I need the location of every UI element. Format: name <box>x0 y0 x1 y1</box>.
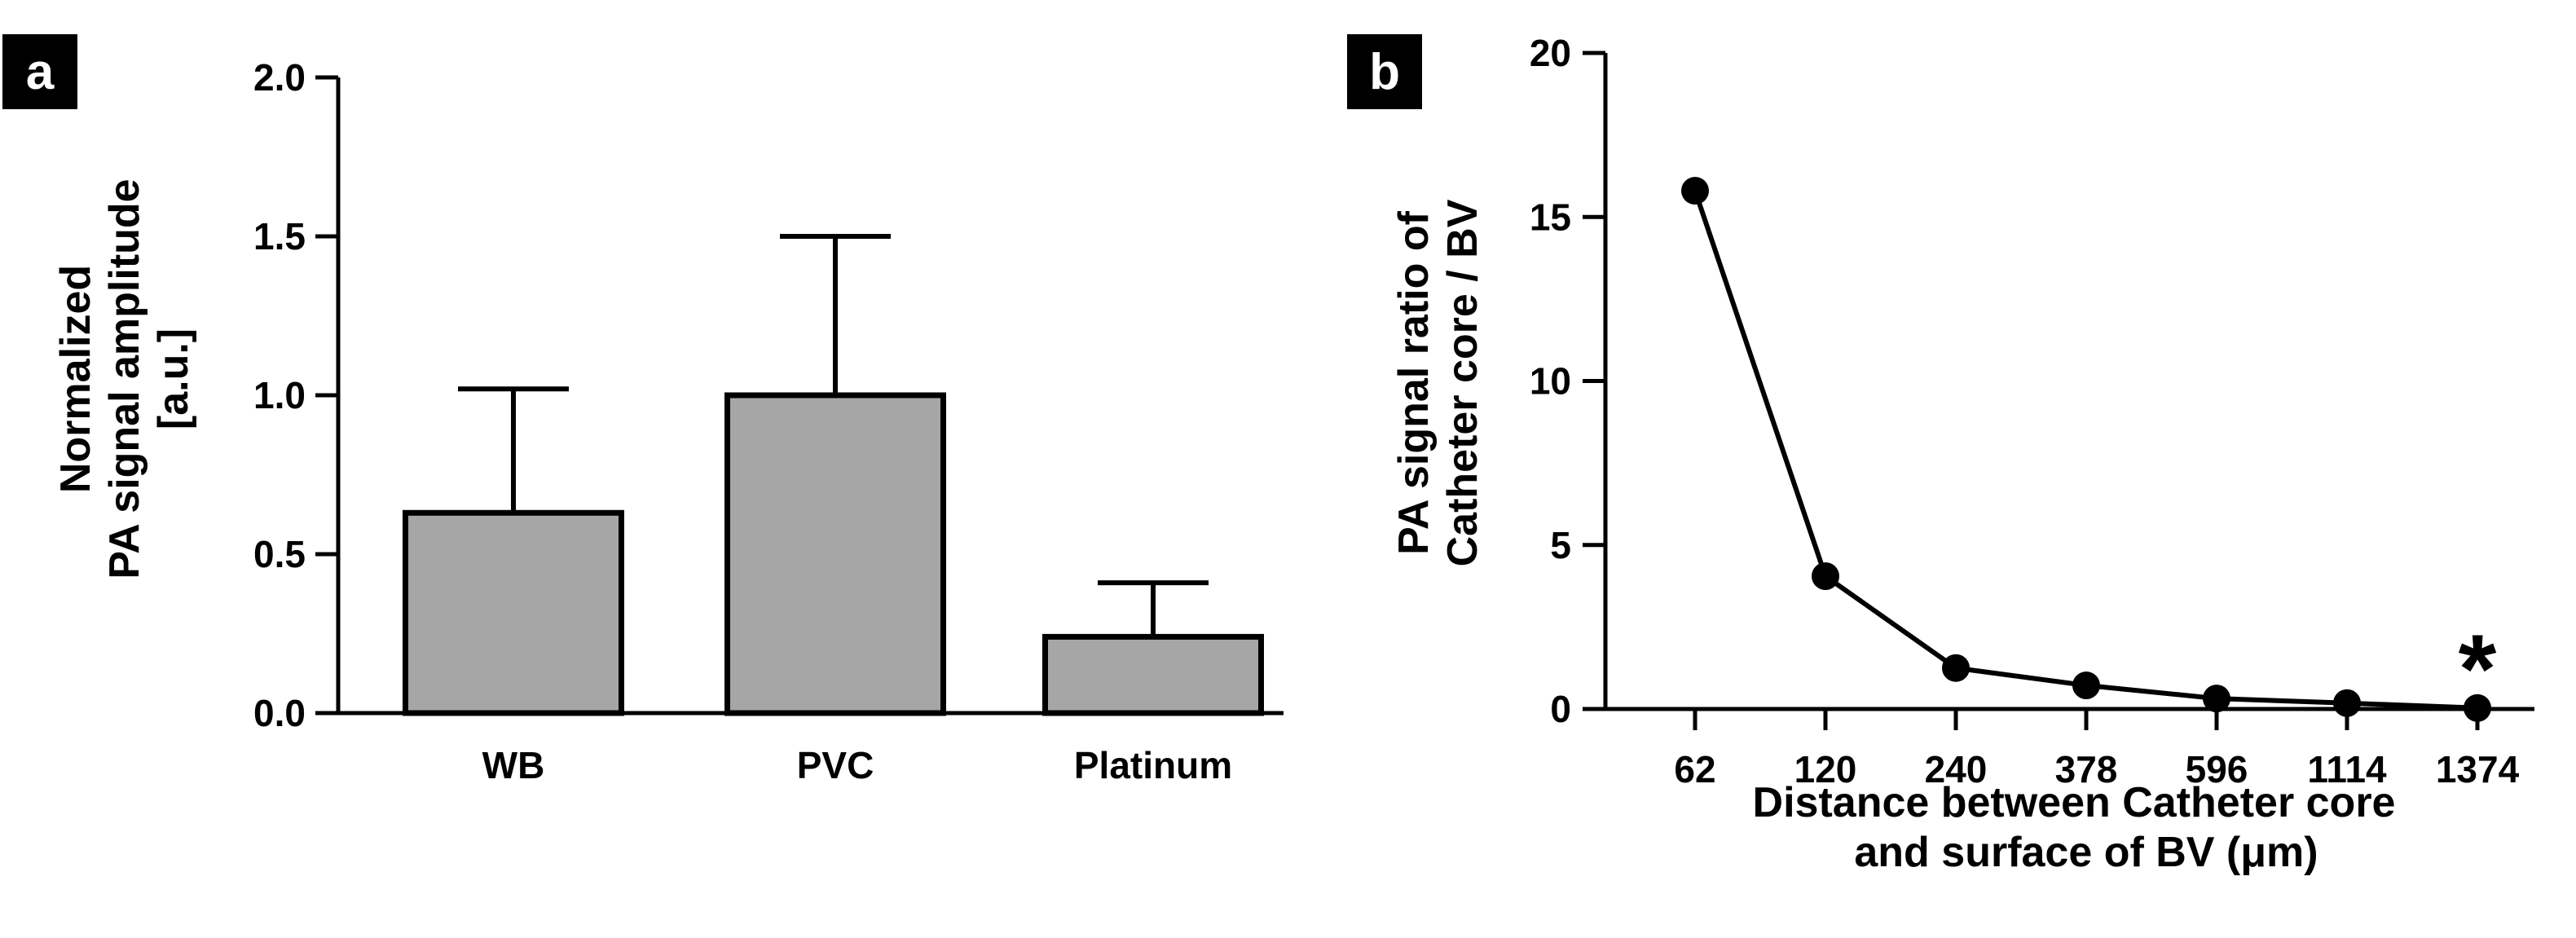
panel-b-ylabel-line-2: Catheter core / BV <box>1439 199 1486 566</box>
panel-a-bars <box>403 234 1264 716</box>
panel-b-x-tick-label: 120 <box>1794 748 1857 790</box>
panel-a-y-ticks: 0.0 0.5 1.0 1.5 2.0 <box>253 56 338 734</box>
panel-a-ylabel: Normalized PA signal amplitude [a.u.] <box>52 178 197 579</box>
panel-b-y-tick-label: 20 <box>1530 32 1571 74</box>
panel-b-y-ticks: 0 5 10 15 20 <box>1530 32 1605 730</box>
panel-b-data-point <box>2333 689 2361 717</box>
panel-b-x-tick-label: 62 <box>1674 748 1715 790</box>
panel-a-ylabel-line-3: [a.u.] <box>150 328 197 429</box>
panel-b-data-point <box>2203 685 2230 713</box>
panel-b-x-ticks: 62 120 240 378 596 1114 1374 <box>1674 709 2520 790</box>
panel-a-label: a <box>26 44 55 100</box>
panel-a-bar <box>724 392 946 716</box>
panel-a-bar <box>1042 633 1264 716</box>
panel-b-data-point <box>2072 672 2100 700</box>
panel-a-x-tick-label: Platinum <box>1074 744 1232 786</box>
panel-b-x-tick-label: 1374 <box>2436 748 2520 790</box>
panel-b-ylabel: PA signal ratio of Catheter core / BV <box>1390 199 1486 566</box>
panel-b-y-tick-label: 0 <box>1550 688 1571 730</box>
panel-a-y-tick-label: 1.0 <box>253 374 306 416</box>
panel-b-y-tick-label: 10 <box>1530 360 1571 403</box>
panel-a-y-tick-label: 2.0 <box>253 56 306 99</box>
panel-b-data-point <box>1942 654 1970 682</box>
panel-a-badge <box>2 34 77 109</box>
panel-b-data-point <box>2464 694 2491 722</box>
panel-a-bar <box>403 509 624 716</box>
panel-b-xlabel-line-2: and surface of BV (μm) <box>1854 829 2318 876</box>
panel-b-x-tick-label: 378 <box>2055 748 2118 790</box>
panel-b-x-tick-label: 1114 <box>2307 748 2387 790</box>
panel-b-annotation: * <box>2459 614 2497 724</box>
panel-b-xlabel-line-1: Distance between Catheter core <box>1753 779 2396 826</box>
panel-b-label: b <box>1369 44 1400 100</box>
panel-a-x-tick-labels: WB PVC Platinum <box>482 744 1232 786</box>
panel-a: a Normalized PA signal amplitude [a.u.] … <box>2 34 1284 786</box>
panel-b-data-point <box>1681 177 1709 205</box>
panel-b-series-line <box>1693 190 2478 711</box>
panel-b-x-tick-label: 240 <box>1925 748 1988 790</box>
panel-b-points <box>1681 177 2491 722</box>
panel-a-y-tick-label: 0.0 <box>253 692 306 734</box>
panel-b: b PA signal ratio of Catheter core / BV … <box>1347 32 2534 876</box>
panel-b-y-tick-label: 15 <box>1530 196 1571 238</box>
panel-a-ylabel-line-2: PA signal amplitude <box>101 178 148 579</box>
panel-b-badge <box>1347 34 1422 109</box>
panel-b-y-tick-label: 5 <box>1550 524 1571 566</box>
panel-a-x-tick-label: PVC <box>797 744 874 786</box>
panel-b-ylabel-line-1: PA signal ratio of <box>1390 210 1438 554</box>
panel-a-ylabel-line-1: Normalized <box>52 265 99 493</box>
panel-a-y-tick-label: 1.5 <box>253 215 306 258</box>
panel-a-y-tick-label: 0.5 <box>253 533 306 575</box>
panel-a-x-tick-label: WB <box>482 744 545 786</box>
panel-b-data-point <box>1812 561 1839 590</box>
panel-b-x-tick-label: 596 <box>2186 748 2248 790</box>
